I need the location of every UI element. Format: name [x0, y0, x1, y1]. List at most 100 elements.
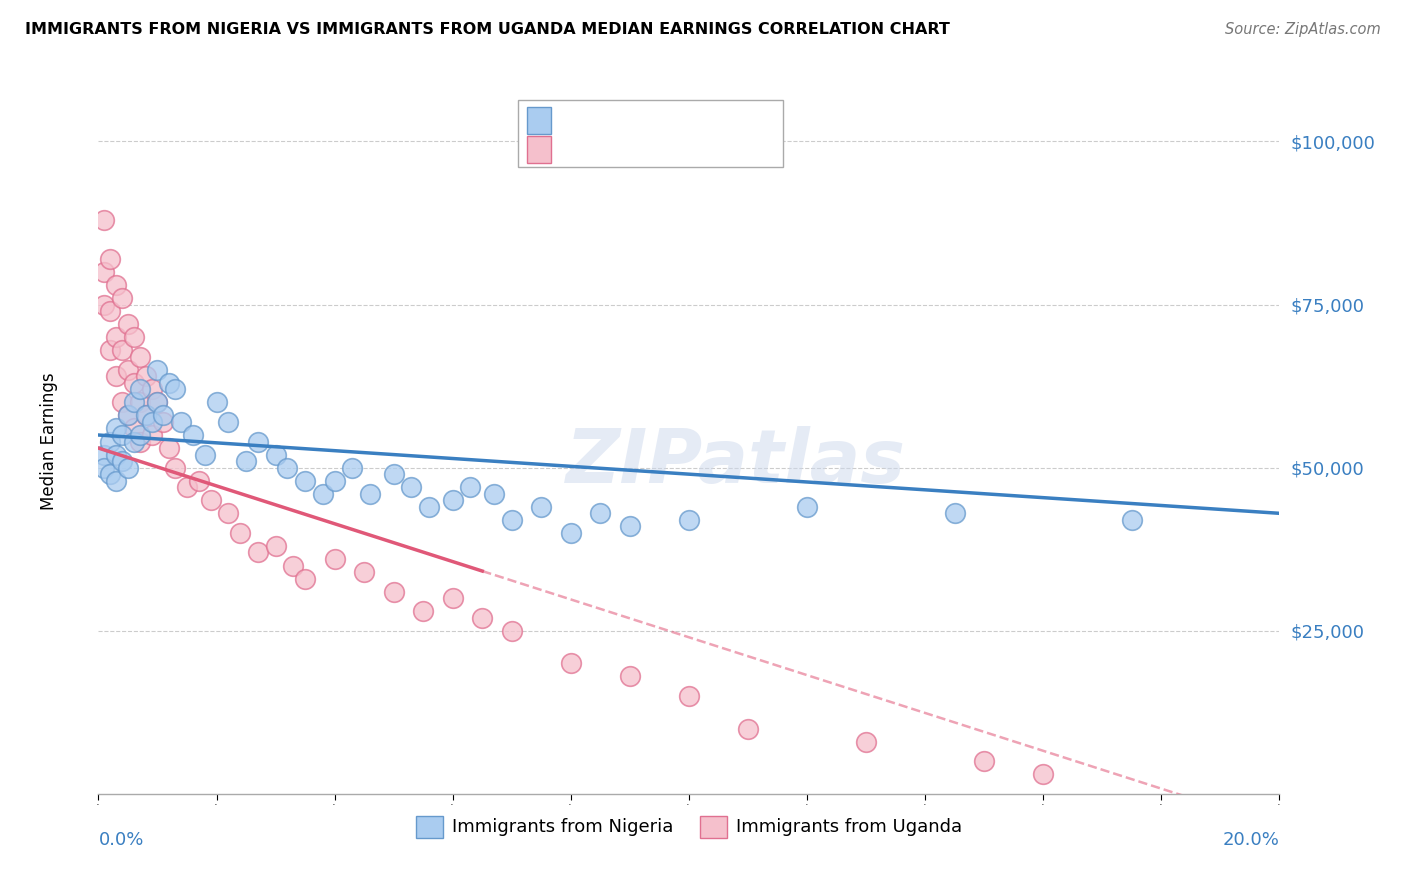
Point: [217, 506, 239, 520]
Point: [460, 480, 482, 494]
Point: [165, 382, 187, 396]
Point: [122, 434, 145, 449]
Point: [98, 343, 121, 358]
Point: [122, 376, 145, 390]
Point: [294, 572, 316, 586]
Point: [482, 487, 505, 501]
Point: [323, 474, 346, 488]
Text: IMMIGRANTS FROM NIGERIA VS IMMIGRANTS FROM UGANDA MEDIAN EARNINGS CORRELATION CH: IMMIGRANTS FROM NIGERIA VS IMMIGRANTS FR…: [25, 22, 950, 37]
Point: [1121, 513, 1143, 527]
Point: [441, 493, 464, 508]
Point: [382, 584, 405, 599]
Point: [122, 421, 145, 435]
Point: [501, 513, 523, 527]
Point: [796, 500, 818, 514]
Point: [619, 669, 641, 683]
Point: [283, 558, 305, 573]
Point: [117, 460, 139, 475]
Point: [1032, 767, 1054, 781]
Point: [105, 421, 128, 435]
Point: [323, 552, 346, 566]
Point: [194, 448, 217, 462]
Text: 20.0%: 20.0%: [1223, 830, 1279, 848]
Point: [141, 428, 163, 442]
Point: [93, 212, 115, 227]
Point: [229, 525, 252, 540]
Point: [619, 519, 641, 533]
Point: [294, 474, 316, 488]
Point: [312, 487, 335, 501]
Point: [105, 277, 128, 292]
Point: [128, 434, 150, 449]
Point: [353, 565, 375, 579]
Point: [117, 409, 139, 423]
Point: [152, 415, 174, 429]
Point: [128, 350, 150, 364]
Point: [98, 434, 121, 449]
Point: [501, 624, 523, 638]
Point: [111, 343, 134, 358]
Point: [128, 382, 150, 396]
Point: [855, 734, 877, 748]
Point: [141, 415, 163, 429]
Point: [560, 657, 582, 671]
Point: [264, 539, 287, 553]
Point: [157, 441, 180, 455]
Point: [105, 330, 128, 344]
FancyBboxPatch shape: [527, 136, 551, 163]
FancyBboxPatch shape: [517, 100, 783, 167]
Point: [122, 395, 145, 409]
Point: [589, 506, 612, 520]
Point: [128, 395, 150, 409]
Point: [146, 363, 169, 377]
Point: [441, 591, 464, 606]
Point: [146, 395, 169, 409]
Point: [128, 428, 150, 442]
Point: [678, 689, 700, 703]
Point: [135, 409, 157, 423]
Text: R = -0.282   N = 52: R = -0.282 N = 52: [560, 138, 737, 157]
Point: [560, 525, 582, 540]
Point: [93, 265, 115, 279]
Point: [471, 610, 494, 624]
Point: [737, 722, 759, 736]
Text: 0.0%: 0.0%: [98, 830, 143, 848]
Point: [412, 604, 434, 618]
Point: [246, 545, 269, 559]
Point: [235, 454, 257, 468]
Point: [93, 297, 115, 311]
Point: [217, 415, 239, 429]
Point: [401, 480, 423, 494]
Point: [98, 304, 121, 318]
Point: [157, 376, 180, 390]
Point: [146, 395, 169, 409]
Point: [678, 513, 700, 527]
Point: [276, 460, 298, 475]
Text: Median Earnings: Median Earnings: [39, 373, 58, 510]
Point: [342, 460, 364, 475]
Point: [117, 317, 139, 331]
Point: [117, 363, 139, 377]
Point: [93, 448, 115, 462]
Point: [205, 395, 228, 409]
Text: R = -0.213   N = 51: R = -0.213 N = 51: [560, 109, 737, 127]
Point: [359, 487, 381, 501]
Point: [98, 467, 121, 482]
Point: [135, 369, 157, 384]
Point: [111, 454, 134, 468]
Point: [152, 409, 174, 423]
Point: [105, 369, 128, 384]
FancyBboxPatch shape: [527, 107, 551, 134]
Text: Source: ZipAtlas.com: Source: ZipAtlas.com: [1225, 22, 1381, 37]
Point: [98, 252, 121, 266]
Point: [200, 493, 222, 508]
Point: [187, 474, 209, 488]
Legend: Immigrants from Nigeria, Immigrants from Uganda: Immigrants from Nigeria, Immigrants from…: [408, 808, 970, 845]
Point: [117, 409, 139, 423]
Point: [111, 291, 134, 305]
Point: [943, 506, 966, 520]
Point: [530, 500, 553, 514]
Point: [418, 500, 440, 514]
Point: [135, 409, 157, 423]
Point: [181, 428, 204, 442]
